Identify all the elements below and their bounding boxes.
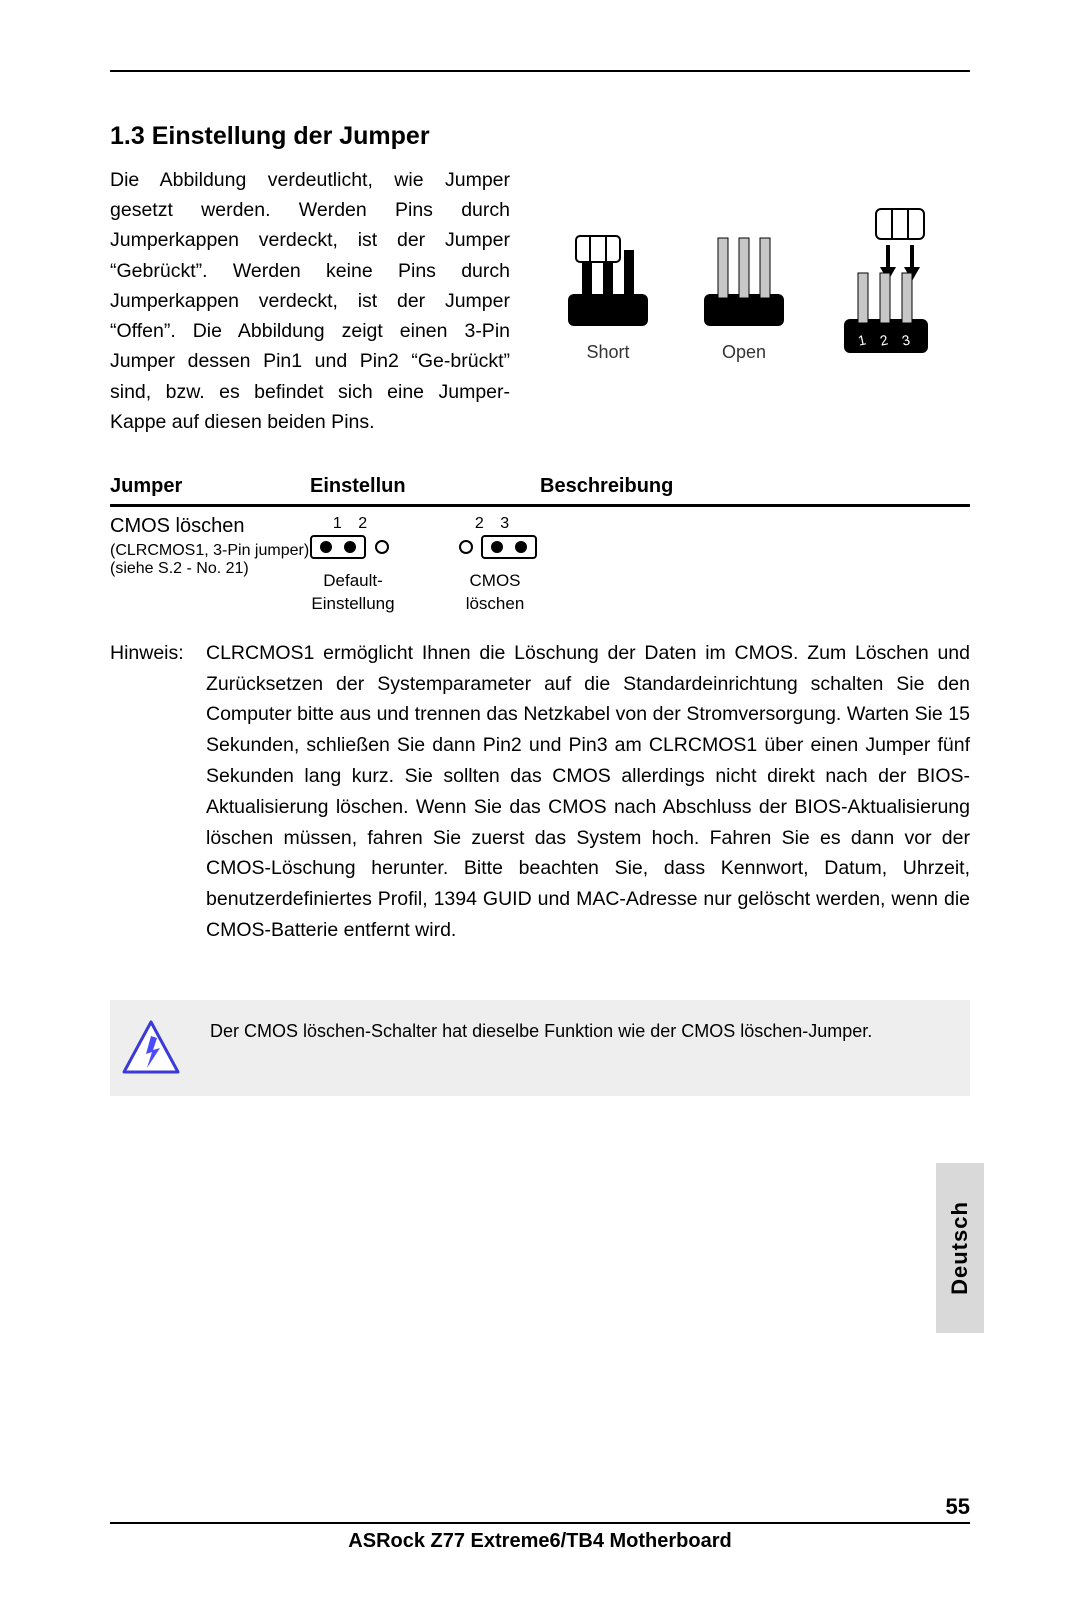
intro-text: Die Abbildung verdeutlicht, wie Jumper g…	[110, 165, 510, 437]
page-footer: 55 ASRock Z77 Extreme6/TB4 Motherboard	[110, 1494, 970, 1553]
language-tab: Deutsch	[936, 1163, 984, 1333]
pins-1-2-label: 1 2	[310, 515, 396, 533]
warning-box: Der CMOS löschen-Schalter hat dieselbe F…	[110, 1000, 970, 1096]
top-rule	[110, 70, 970, 72]
table-header-row: Jumper Einstellun Beschreibung	[110, 471, 970, 507]
setting-default: 1 2 Default- Einstellung	[310, 515, 396, 616]
jumper-diagram: Short Open	[558, 165, 970, 437]
manual-page: 1.3 Einstellung der Jumper Die Abbildung…	[0, 0, 1080, 1619]
page-number: 55	[110, 1494, 970, 1520]
setting2-line1: CMOS	[470, 571, 521, 590]
jumper-ref: (siehe S.2 - No. 21)	[110, 560, 310, 578]
table-row: CMOS löschen (CLRCMOS1, 3-Pin jumper) (s…	[110, 515, 970, 616]
open-jumper-icon	[694, 216, 794, 336]
header-setting: Einstellun	[310, 475, 540, 498]
bottom-rule	[110, 1522, 970, 1524]
short-label: Short	[558, 342, 658, 363]
place-cap-icon: 1 2 3	[830, 203, 940, 363]
language-label: Deutsch	[947, 1201, 973, 1295]
section-title: Einstellung der Jumper	[152, 122, 430, 150]
footer-text: ASRock Z77 Extreme6/TB4 Motherboard	[110, 1530, 970, 1553]
jumper-action-figure: 1 2 3	[830, 203, 940, 363]
pins-1-2-icon	[310, 535, 396, 559]
jumper-short-figure: Short	[558, 216, 658, 363]
note-label: Hinweis:	[110, 638, 206, 946]
setting-clear: 2 3 CMOS löschen	[452, 515, 538, 616]
header-description: Beschreibung	[540, 475, 970, 498]
warning-icon	[116, 1018, 186, 1078]
setting1-line1: Default-	[323, 571, 383, 590]
header-jumper: Jumper	[110, 475, 310, 498]
short-jumper-icon	[558, 216, 658, 336]
note-block: Hinweis: CLRCMOS1 ermöglicht Ihnen die L…	[110, 638, 970, 946]
jumper-name: CMOS löschen	[110, 515, 310, 538]
pins-2-3-icon	[452, 535, 538, 559]
pins-2-3-label: 2 3	[452, 515, 538, 533]
section-number: 1.3	[110, 122, 145, 150]
setting1-line2: Einstellung	[311, 594, 394, 613]
jumper-subinfo: (CLRCMOS1, 3-Pin jumper)	[110, 542, 310, 560]
warning-text: Der CMOS löschen-Schalter hat dieselbe F…	[210, 1018, 872, 1045]
note-text: CLRCMOS1 ermöglicht Ihnen die Löschung d…	[206, 638, 970, 946]
section-heading: 1.3 Einstellung der Jumper	[110, 122, 970, 151]
jumper-settings-table: Jumper Einstellun Beschreibung CMOS lösc…	[110, 471, 970, 616]
intro-block: Die Abbildung verdeutlicht, wie Jumper g…	[110, 165, 970, 437]
setting2-line2: löschen	[466, 594, 525, 613]
open-label: Open	[694, 342, 794, 363]
jumper-open-figure: Open	[694, 216, 794, 363]
